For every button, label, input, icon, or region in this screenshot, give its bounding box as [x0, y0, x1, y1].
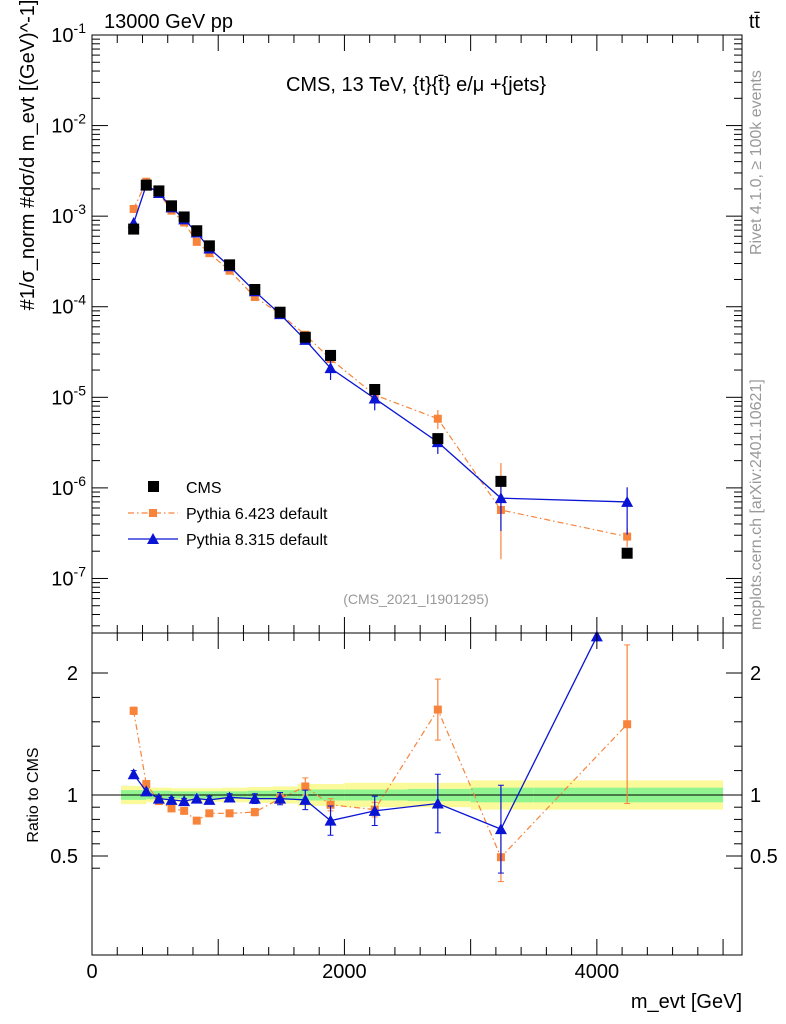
ratio-py6-point — [192, 816, 201, 825]
legend-label-cms: CMS — [186, 480, 222, 497]
y-tick-label: 10-7 — [51, 563, 86, 590]
plot-title: CMS, 13 TeV, {t}{t̄} e/μ +{jets} — [286, 74, 546, 96]
ratio-py6-point — [129, 706, 138, 715]
py8-point — [324, 362, 337, 374]
ratio-py6-point — [301, 782, 310, 791]
cms-point — [140, 179, 152, 191]
legend: CMS Pythia 6.423 default Pythia 8.315 de… — [128, 480, 328, 549]
cms-point — [203, 240, 215, 252]
ratio-py6-point — [225, 809, 234, 818]
cms-point — [325, 349, 337, 361]
process-label: tt̄ — [749, 11, 761, 33]
legend-label-py8: Pythia 8.315 default — [186, 532, 328, 549]
ratio-py6-point — [167, 804, 176, 813]
ratio-py8-point — [178, 795, 191, 807]
ratio-py6-point — [623, 720, 632, 729]
py6-point — [623, 532, 632, 541]
analysis-id: (CMS_2021_I1901295) — [343, 591, 489, 607]
legend-label-py6: Pythia 6.423 default — [186, 506, 328, 523]
cms-point — [166, 200, 178, 212]
svg-text:Rivet 4.1.0, ≥ 100k events: Rivet 4.1.0, ≥ 100k events — [748, 70, 765, 255]
ratio-y-tick-label-right: 2 — [750, 663, 761, 685]
ratio-py8-point — [431, 797, 444, 809]
y-tick-label: 10-5 — [51, 382, 86, 409]
ratio-py8-point — [274, 792, 287, 804]
py6-point — [192, 237, 201, 246]
main-y-axis-label: #1/σ_norm #dσ/d m_evt [(GeV)^-1] — [17, 0, 39, 310]
ratio-py8-point — [494, 823, 507, 835]
y-tick-label: 10-4 — [51, 292, 86, 319]
ratio-py8-line — [133, 636, 598, 830]
svg-text:#1/σ_norm #dσ/d m_evt [(GeV)^-: #1/σ_norm #dσ/d m_evt [(GeV)^-1] — [17, 0, 39, 310]
ratio-py6-point — [142, 780, 151, 789]
py8-point — [621, 495, 634, 507]
ratio-panel-frame — [91, 632, 743, 956]
cms-point — [224, 259, 236, 271]
x-axis-label: m_evt [GeV] — [631, 991, 742, 1013]
ratio-axis-ticks: 0.5 0.5 1 1 2 2 0 2000 4000 — [50, 633, 778, 983]
main-plot-data — [127, 177, 634, 560]
cms-point — [249, 283, 261, 295]
ratio-py8-point — [152, 792, 165, 804]
ratio-py6-point — [433, 705, 442, 714]
y-tick-label: 10-1 — [51, 20, 86, 47]
py6-point — [250, 293, 259, 302]
cms-point — [621, 547, 633, 559]
beam-label: 13000 GeV pp — [104, 11, 233, 33]
cms-point — [128, 223, 140, 235]
cms-point — [495, 475, 507, 487]
y-tick-label: 10-2 — [51, 111, 86, 138]
ratio-py6-point — [326, 800, 335, 809]
x-tick-label: 4000 — [575, 961, 620, 983]
ratio-py8-point — [190, 792, 203, 804]
ratio-py8-point — [223, 791, 236, 803]
ratio-py8-point — [165, 793, 178, 805]
ratio-y-axis-label: Ratio to CMS — [25, 747, 42, 842]
ratio-y-tick-label-right: 0.5 — [750, 846, 778, 868]
rivet-version-label: Rivet 4.1.0, ≥ 100k events — [748, 70, 765, 255]
x-tick-label: 2000 — [322, 961, 367, 983]
ratio-py8-point — [248, 792, 261, 804]
ratio-py6-point — [250, 808, 259, 817]
ratio-y-tick-label-right: 1 — [750, 785, 761, 807]
cms-point — [274, 306, 286, 318]
py8-point — [494, 492, 507, 504]
ratio-py8-point — [324, 814, 337, 826]
mcplots-label: mcplots.cern.ch [arXiv:2401.10621] — [748, 379, 765, 630]
ratio-plot-data — [127, 630, 632, 883]
x-tick-label: 0 — [86, 961, 97, 983]
ratio-py8-point — [127, 768, 140, 780]
cms-point — [369, 383, 381, 395]
py6-point — [433, 414, 442, 423]
cms-point — [153, 185, 165, 197]
ratio-y-tick-label-left: 1 — [67, 785, 78, 807]
legend-marker-py8 — [147, 533, 159, 544]
main-axis-ticks: 10-7 10-6 10-5 10-4 10-3 10-2 10-1 — [51, 20, 742, 633]
py8-line — [133, 184, 628, 503]
ratio-py8-point — [140, 785, 153, 797]
py6-point — [129, 204, 138, 213]
ratio-py6-point — [180, 806, 189, 815]
svg-text:Ratio to CMS: Ratio to CMS — [25, 747, 42, 842]
ratio-py8-point — [368, 804, 381, 816]
py6-line — [133, 180, 628, 538]
svg-text:mcplots.cern.ch [arXiv:2401.10: mcplots.cern.ch [arXiv:2401.10621] — [748, 379, 765, 630]
ratio-y-tick-label-left: 2 — [67, 663, 78, 685]
cms-point — [178, 211, 190, 223]
ratio-py8-point — [203, 793, 216, 805]
cms-point — [191, 225, 203, 237]
y-tick-label: 10-3 — [51, 201, 86, 228]
ratio-y-tick-label-left: 0.5 — [50, 846, 78, 868]
cms-point — [432, 433, 444, 445]
ratio-py8-point — [299, 793, 312, 805]
y-tick-label: 10-6 — [51, 473, 86, 500]
legend-marker-py6 — [149, 509, 157, 517]
cms-point — [299, 331, 311, 343]
ratio-py6-point — [205, 809, 214, 818]
py8-point — [368, 392, 381, 404]
legend-marker-cms — [148, 481, 159, 492]
